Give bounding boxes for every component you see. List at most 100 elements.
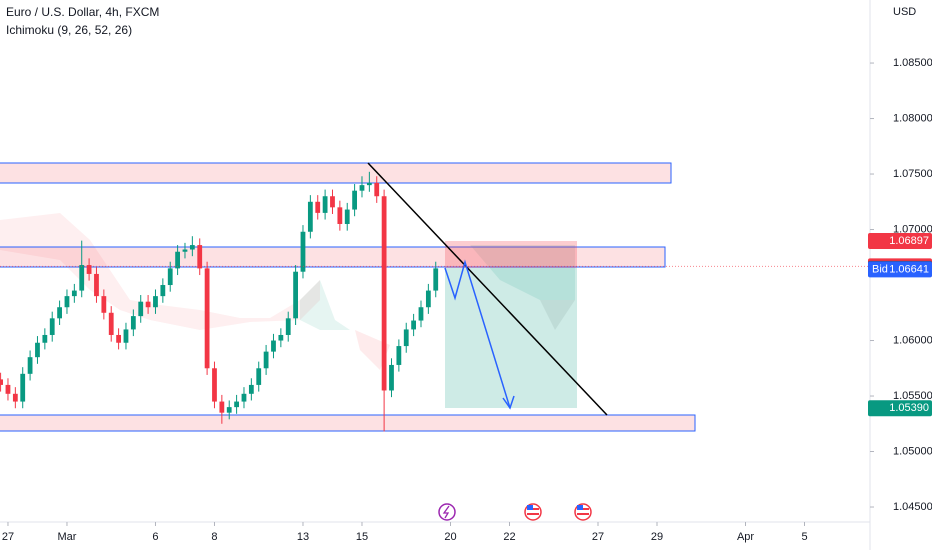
event-icon-glyph [442,505,450,519]
candle-body [256,368,262,385]
candle-body [418,307,424,321]
y-tick-label: 1.04500 [893,501,932,513]
x-tick-label: 22 [503,531,515,543]
candle-body [20,373,26,402]
candle-body [381,196,387,391]
candle-body [204,268,210,369]
candle-body [263,351,269,369]
candle-body [212,368,217,402]
trend-line [367,162,608,416]
event-icon[interactable] [524,503,542,521]
candle-body [189,245,195,250]
candles [0,171,439,432]
candle-body [0,379,3,385]
candle-body [94,273,99,297]
x-tick-label: 13 [297,531,309,543]
candle-body [241,393,247,402]
y-tick-label: 1.07000 [893,223,932,235]
candle-body [425,290,431,308]
flag-stripe [577,513,589,515]
ichimoku-cloud [0,213,320,330]
x-tick-label: Mar [57,531,76,543]
candle-body [108,312,114,335]
supply-zone [0,246,666,268]
price-tag-label: 1.06641 [889,263,929,275]
projection-arrow [502,395,515,410]
x-tick-label: 29 [651,531,663,543]
x-tick-label: Apr [737,531,754,543]
candle-body [160,285,166,297]
candle-body [71,290,77,297]
x-tick-label: 5 [801,531,807,543]
ichimoku-cloud [355,330,390,370]
ichimoku-cloud [300,280,350,330]
candle-body [344,209,350,224]
x-tick-label: 8 [211,531,217,543]
flag-canton [527,505,533,510]
candle-body [49,318,55,335]
candle-body [330,196,335,208]
candle-body [175,251,180,269]
indicator-label: Ichimoku (9, 26, 52, 26) [6,23,132,37]
candle-body [374,182,380,197]
candle-body [396,346,402,365]
candle-body [300,231,306,272]
x-tick-label: 27 [592,531,604,543]
x-tick-label: 6 [152,531,158,543]
support-zone [0,414,696,432]
candle-body [182,249,188,252]
candle-body [197,245,203,269]
y-tick-label: 1.05000 [893,445,932,457]
ichimoku-cloud [470,245,575,300]
chart-title: Euro / U.S. Dollar, 4h, FXCM [6,5,159,19]
candle-body [278,334,284,341]
candle-body [293,271,299,319]
candle-body [389,364,394,391]
candle-body [285,318,291,335]
candle-body [27,357,33,374]
x-tick-label: 20 [444,531,456,543]
candle-body [337,207,343,224]
candle-body [366,182,372,186]
candle-body [5,384,11,394]
resistance-zone [0,162,672,184]
candle-body [248,384,254,394]
x-tick-label: 15 [356,531,368,543]
candle-body [403,329,409,347]
candle-body [116,334,121,343]
event-icon[interactable] [574,503,592,521]
candle-body [145,301,151,308]
projection-path [444,259,511,409]
candle-body [138,301,144,317]
price-tag-label: 1.06897 [889,235,929,247]
candle-body [219,401,225,413]
candle-body [42,334,48,343]
y-tick-label: 1.08000 [893,112,932,124]
stop-area [445,241,577,268]
price-tag [868,232,932,249]
candle-body [411,320,417,330]
y-tick-label: 1.08500 [893,57,932,69]
candle-body [123,329,129,343]
candle-body [359,185,365,191]
price-tag [868,400,932,417]
candle-body [322,196,328,213]
candle-body [153,296,158,308]
y-tick-label: 1.07500 [893,168,932,180]
y-unit: USD [893,6,916,18]
candle-body [57,307,62,319]
flag-canton [577,505,583,510]
candle-body [433,268,439,291]
x-tick-label: 27 [2,531,14,543]
candle-body [12,393,18,402]
y-tick-label: 1.05500 [893,390,932,402]
event-icon[interactable] [438,503,456,521]
ichimoku-cloud [540,300,575,330]
price-tag-label: 1.05390 [889,402,929,414]
candle-body [101,296,107,313]
target-area [445,268,577,408]
candle-body [271,340,276,352]
candle-body [167,268,173,286]
